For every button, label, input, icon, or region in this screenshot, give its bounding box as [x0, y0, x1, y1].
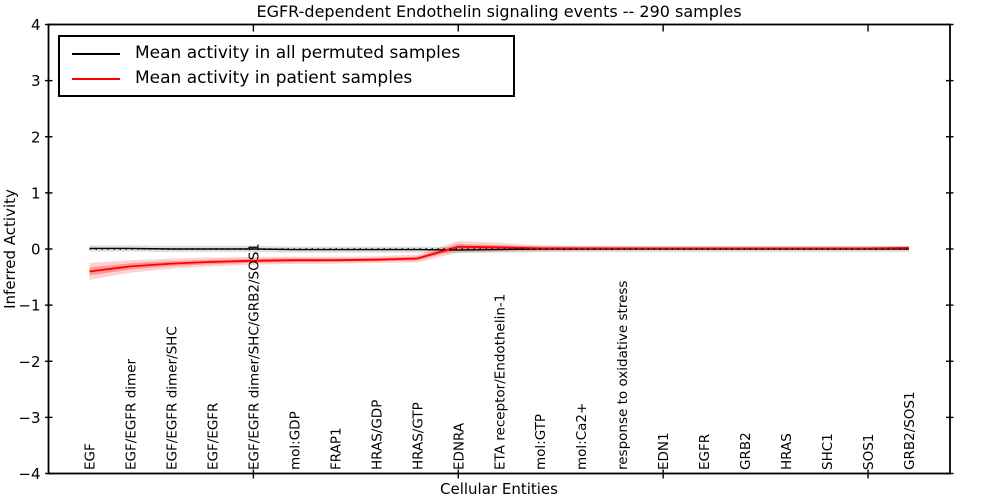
x-category-label: EGF/EGFR dimer — [123, 358, 139, 470]
x-category-label: GRB2/SOS1 — [902, 391, 918, 470]
x-category-label: EGFR — [697, 434, 713, 470]
y-tick-label: 2 — [31, 128, 41, 146]
x-category-label: HRAS/GDP — [369, 400, 385, 470]
x-category-label: EGF — [82, 443, 98, 470]
x-category-label: response to oxidative stress — [615, 281, 631, 470]
x-category-label: GRB2 — [738, 432, 754, 470]
x-axis-label: Cellular Entities — [440, 480, 558, 498]
y-tick-label: 3 — [31, 72, 41, 90]
patient-mean-line — [89, 245, 910, 273]
legend-item-permuted: Mean activity in all permuted samples — [72, 45, 513, 62]
x-category-label: ETA receptor/Endothelin-1 — [492, 294, 508, 470]
y-axis-label: Inferred Activity — [1, 189, 19, 309]
legend-line-sample-black — [72, 52, 120, 55]
y-tick-label: 4 — [31, 16, 41, 34]
y-tick-label: 0 — [31, 241, 41, 259]
x-category-label: FRAP1 — [328, 427, 344, 470]
x-category-label: SHC1 — [820, 433, 836, 470]
legend-box[interactable]: Mean activity in all permuted samples Me… — [58, 35, 515, 97]
legend-item-patient: Mean activity in patient samples — [72, 70, 513, 87]
x-category-label: EGF/EGFR dimer/SHC — [164, 326, 180, 470]
x-category-label: EGF/EGFR dimer/SHC/GRB2/SOS1 — [246, 243, 262, 470]
plot-area: 4 3 2 1 0 −1 −2 −3 −4 EGF EGF/EGFR dimer EGF/EGFR d… — [18, 16, 954, 483]
x-category-label: mol:GDP — [287, 411, 303, 470]
x-category-label: EDNRA — [451, 422, 467, 470]
legend-label-patient: Mean activity in patient samples — [135, 68, 413, 88]
y-tick-label: −3 — [18, 409, 40, 427]
x-category-label: SOS1 — [861, 434, 877, 470]
x-category-label: HRAS/GTP — [410, 402, 426, 470]
x-category-label: EGF/EGFR — [205, 403, 221, 470]
chart-title: EGFR-dependent Endothelin signaling even… — [256, 2, 741, 21]
legend-line-sample-red — [72, 77, 120, 80]
y-tick-label: 1 — [31, 184, 41, 202]
y-tick-label: −2 — [18, 353, 40, 371]
x-category-label: mol:Ca2+ — [574, 403, 590, 470]
x-category-label: HRAS — [779, 433, 795, 470]
y-tick-label: −4 — [18, 465, 40, 483]
x-category-label: mol:GTP — [533, 414, 549, 470]
y-tick-label: −1 — [18, 297, 40, 315]
legend-label-permuted: Mean activity in all permuted samples — [135, 43, 461, 63]
x-category-label: EDN1 — [656, 432, 672, 470]
patient-confidence-band-inner — [89, 243, 909, 276]
